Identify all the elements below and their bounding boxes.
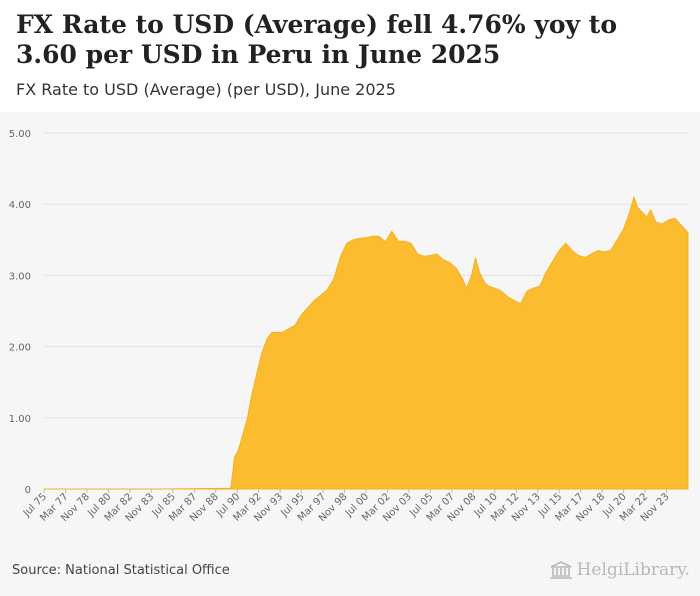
footer-bar	[0, 552, 700, 596]
helgi-library-logo[interactable]: HelgiLibrary.	[549, 560, 690, 580]
series-area-fill	[44, 195, 689, 490]
y-tick-label: 2.00	[9, 343, 31, 354]
series-area	[44, 195, 689, 490]
y-tick-label: 4.00	[9, 200, 31, 211]
library-building-icon	[549, 561, 572, 579]
chart-subtitle: FX Rate to USD (Average) (per USD), June…	[16, 80, 396, 99]
y-tick-label: 3.00	[9, 271, 31, 282]
y-tick-label: 1.00	[9, 414, 31, 425]
y-tick-label: 5.00	[9, 129, 31, 140]
y-axis-ticks: 0 1.00 2.00 3.00 4.00 5.00	[9, 129, 31, 496]
source-note: Source: National Statistical Office	[12, 563, 230, 578]
y-tick-label: 0	[25, 485, 31, 496]
brand-name: HelgiLibrary.	[576, 560, 690, 580]
chart-title: FX Rate to USD (Average) fell 4.76% yoy …	[16, 10, 618, 69]
